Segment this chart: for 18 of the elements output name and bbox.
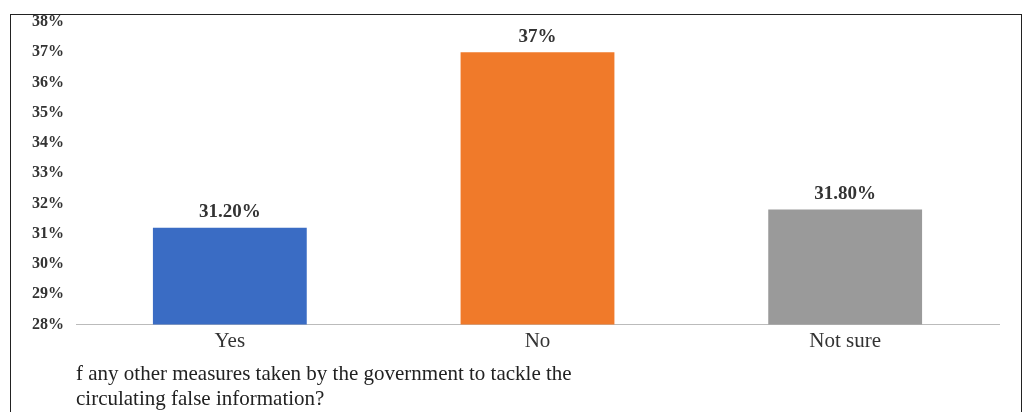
y-tick-label: 35% [32,102,64,120]
data-label: 37% [518,24,557,46]
data-label: 31.80% [814,181,877,203]
y-tick-label: 34% [32,133,64,151]
y-tick-label: 32% [32,193,64,211]
y-tick-label: 29% [32,284,64,302]
data-label: 31.20% [198,200,261,222]
x-axis-title: f any other measures taken by the government to tackle the circulating false information? [76,360,572,410]
y-tick-label: 28% [32,314,64,332]
x-tick-label: Yes [214,327,246,352]
y-tick-label: 36% [32,72,64,90]
y-tick-label: 33% [32,163,64,181]
x-tick-label: Not sure [809,327,882,352]
y-tick-label: 37% [32,42,64,60]
y-tick-label: 30% [32,254,64,272]
x-tick-label: No [524,327,551,352]
y-tick-label: 38% [32,12,64,30]
y-tick-label: 31% [32,223,64,241]
